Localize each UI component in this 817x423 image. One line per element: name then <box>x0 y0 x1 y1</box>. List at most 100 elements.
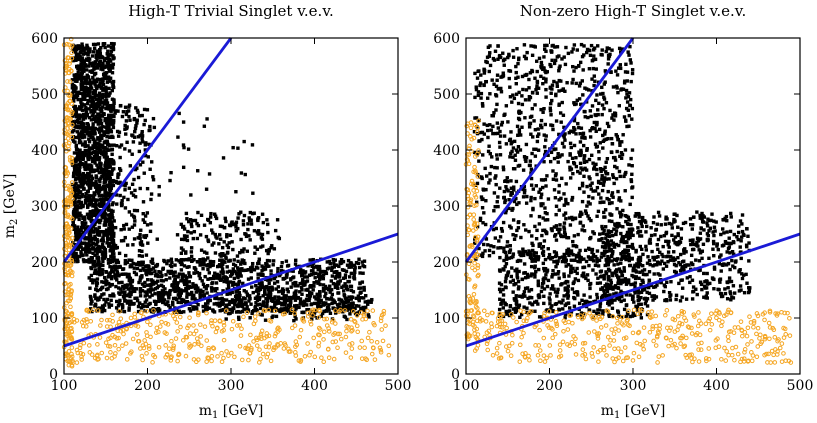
accepted-point <box>109 64 114 68</box>
accepted-point <box>521 195 526 199</box>
excluded-point <box>65 55 71 60</box>
accepted-point <box>143 300 147 304</box>
accepted-point <box>347 295 351 299</box>
excluded-point <box>211 346 217 351</box>
excluded-point <box>326 326 331 331</box>
accepted-point <box>531 206 535 211</box>
accepted-point <box>284 273 289 278</box>
accepted-point <box>156 274 160 279</box>
accepted-point <box>620 47 625 51</box>
accepted-point <box>97 99 102 103</box>
accepted-point <box>89 278 93 282</box>
accepted-point <box>301 269 305 273</box>
excluded-point <box>187 342 192 347</box>
accepted-point <box>102 112 106 116</box>
accepted-point <box>509 186 514 190</box>
accepted-point <box>113 243 118 248</box>
accepted-point <box>219 254 223 258</box>
accepted-point <box>76 125 80 130</box>
accepted-point <box>106 55 110 59</box>
accepted-point <box>108 128 113 132</box>
accepted-point <box>87 99 91 103</box>
accepted-point <box>201 309 206 313</box>
accepted-point <box>486 45 491 50</box>
accepted-point <box>133 167 138 172</box>
excluded-point <box>252 314 258 319</box>
accepted-point <box>231 280 236 285</box>
excluded-point <box>166 346 172 352</box>
accepted-point <box>308 258 312 262</box>
accepted-point <box>588 48 592 53</box>
accepted-point <box>516 75 520 79</box>
accepted-point <box>71 58 76 63</box>
accepted-point <box>126 299 131 303</box>
accepted-point <box>573 127 577 131</box>
accepted-point <box>102 132 107 137</box>
accepted-point <box>272 247 277 251</box>
excluded-point <box>263 344 269 350</box>
accepted-point <box>233 263 238 268</box>
accepted-point <box>302 310 306 314</box>
accepted-point <box>600 227 605 231</box>
accepted-point <box>86 123 90 127</box>
excluded-point <box>80 351 86 357</box>
accepted-point <box>237 212 241 216</box>
accepted-point <box>574 65 578 70</box>
accepted-point <box>539 202 543 206</box>
accepted-point <box>81 150 85 155</box>
accepted-point <box>92 278 97 282</box>
accepted-point <box>104 158 108 162</box>
accepted-point <box>358 271 362 275</box>
accepted-point <box>104 220 108 224</box>
accepted-point <box>492 209 496 213</box>
accepted-point <box>193 286 198 291</box>
excluded-point <box>369 351 375 357</box>
accepted-point <box>554 92 558 97</box>
accepted-point <box>610 219 614 224</box>
accepted-point <box>80 220 84 225</box>
accepted-point <box>252 229 257 233</box>
accepted-point <box>236 216 240 220</box>
accepted-point <box>364 293 368 298</box>
accepted-point <box>218 303 222 308</box>
accepted-point <box>92 141 97 145</box>
accepted-point <box>76 64 81 68</box>
accepted-point <box>102 292 106 296</box>
accepted-point <box>482 83 486 88</box>
accepted-point <box>93 193 97 197</box>
accepted-point <box>502 189 507 194</box>
accepted-point <box>581 133 585 137</box>
accepted-point <box>617 198 621 202</box>
accepted-point <box>142 268 146 272</box>
accepted-point <box>88 152 92 156</box>
accepted-point <box>481 153 485 157</box>
accepted-point <box>112 264 116 269</box>
accepted-point <box>624 170 628 175</box>
accepted-point <box>542 239 547 243</box>
accepted-point <box>484 198 488 203</box>
accepted-point <box>211 260 216 264</box>
accepted-point <box>281 276 285 281</box>
accepted-point <box>190 258 195 262</box>
accepted-point <box>293 304 297 308</box>
accepted-point <box>179 258 183 262</box>
accepted-point <box>86 64 91 68</box>
accepted-point <box>254 301 258 305</box>
accepted-point <box>157 269 161 274</box>
accepted-point <box>89 302 93 306</box>
accepted-point <box>272 281 277 285</box>
accepted-point <box>93 253 97 257</box>
accepted-point <box>100 93 105 98</box>
accepted-point <box>259 281 264 285</box>
accepted-point <box>144 233 149 238</box>
accepted-point <box>105 116 109 121</box>
accepted-point <box>99 151 104 156</box>
accepted-point <box>112 98 116 102</box>
accepted-point <box>309 302 314 306</box>
accepted-point <box>579 212 583 217</box>
accepted-point <box>557 208 561 212</box>
excluded-point <box>69 191 74 197</box>
accepted-point <box>73 44 77 48</box>
accepted-point <box>83 85 87 89</box>
accepted-point <box>256 276 260 280</box>
